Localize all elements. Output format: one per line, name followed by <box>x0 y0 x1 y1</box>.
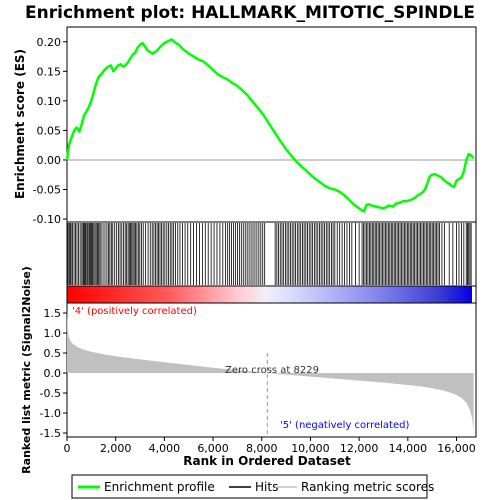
metric-y-axis: -1.5 -1.0 -0.5 0.0 0.5 1.0 1.5 <box>40 307 67 440</box>
rank-gradient <box>67 286 472 303</box>
es-y-tick-label: -0.05 <box>33 184 61 197</box>
es-y-tick-label: -0.10 <box>33 213 61 226</box>
metric-y-label: Ranked list metric (Signal2Noise) <box>20 266 33 474</box>
chart-title: Enrichment plot: HALLMARK_MITOTIC_SPINDL… <box>25 3 475 23</box>
x-tick-label: 2,000 <box>100 442 132 455</box>
es-panel: -0.10 -0.05 0.00 0.05 0.10 0.15 0.20 Enrichmen… <box>13 26 477 226</box>
enrichment-profile-line <box>65 38 475 213</box>
metric-y-tick-label: 1.0 <box>44 327 62 340</box>
x-tick-label: 6,000 <box>197 442 229 455</box>
es-y-tick-label: 0.10 <box>37 95 62 108</box>
negative-correlation-label: '5' (negatively correlated) <box>280 420 409 431</box>
es-y-label: Enrichment score (ES) <box>13 49 27 199</box>
x-tick-label: 4,000 <box>149 442 181 455</box>
es-y-tick-label: 0.05 <box>37 124 62 137</box>
x-tick-label: 12,000 <box>340 442 379 455</box>
metric-y-tick-label: -1.0 <box>40 407 61 420</box>
metric-panel: -1.5 -1.0 -0.5 0.0 0.5 1.0 1.5 Zero cross at 8… <box>20 266 477 474</box>
es-y-tick-label: 0.15 <box>37 65 62 78</box>
legend-hits-label: Hits <box>255 480 278 494</box>
metric-y-tick-label: 1.5 <box>44 307 62 320</box>
hits-panel <box>66 221 477 287</box>
x-axis: 0 2,000 4,000 6,000 8,000 10,000 12,000 14,000 1… <box>64 437 476 455</box>
x-tick-label: 16,000 <box>437 442 476 455</box>
rank-color-bar <box>66 285 477 304</box>
metric-y-tick-label: -1.5 <box>40 427 61 440</box>
x-tick-label: 8,000 <box>246 442 278 455</box>
es-y-tick-label: 0.00 <box>37 154 62 167</box>
metric-y-tick-label: -0.5 <box>40 387 61 400</box>
x-tick-label: 14,000 <box>389 442 428 455</box>
legend-metric-label: Ranking metric scores <box>301 480 434 494</box>
metric-y-tick-label: 0.0 <box>44 367 62 380</box>
zero-cross-label: Zero cross at 8229 <box>225 365 319 376</box>
es-y-axis: -0.10 -0.05 0.00 0.05 0.10 0.15 0.20 <box>33 36 67 226</box>
ranking-metric-area <box>67 309 474 431</box>
legend-enrichment-label: Enrichment profile <box>104 480 215 494</box>
x-axis-label: Rank in Ordered Dataset <box>183 454 351 468</box>
legend: Enrichment profile Hits Ranking metric s… <box>71 474 434 499</box>
x-tick-label: 0 <box>64 442 71 455</box>
positive-correlation-label: '4' (positively correlated) <box>72 306 197 317</box>
x-tick-label: 10,000 <box>291 442 330 455</box>
metric-y-tick-label: 0.5 <box>44 347 62 360</box>
es-y-tick-label: 0.20 <box>37 36 62 49</box>
hits-marks <box>67 223 472 285</box>
es-panel-frame <box>66 26 477 223</box>
